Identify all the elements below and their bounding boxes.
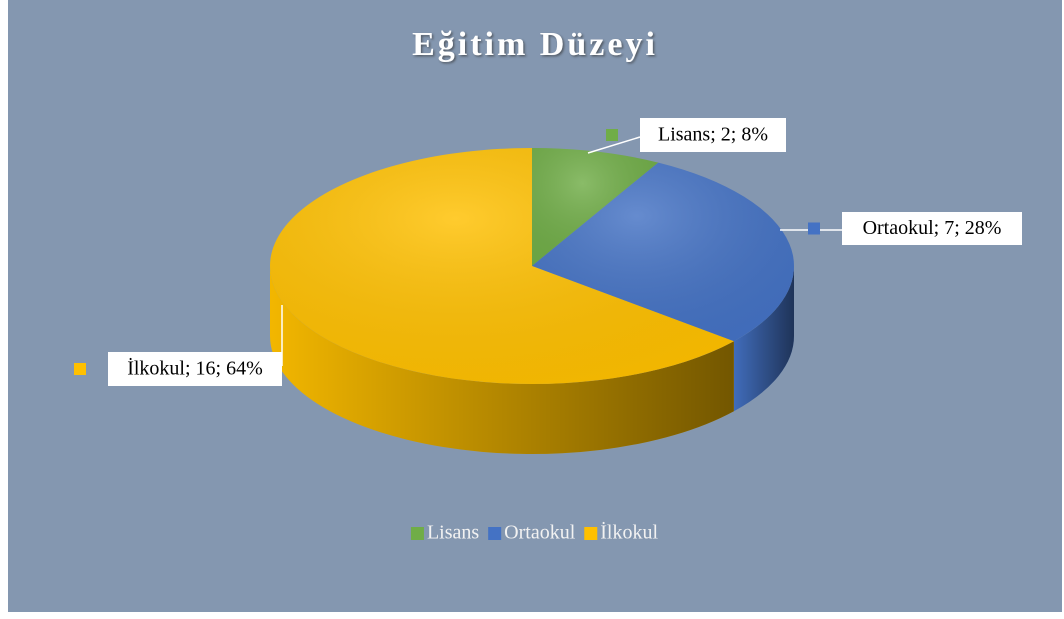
data-label-key (808, 222, 820, 235)
data-label-key (606, 129, 618, 141)
data-label-box (640, 118, 786, 152)
legend-label: Ortaokul (504, 522, 576, 544)
legend-key (488, 527, 502, 540)
legend-key (410, 527, 424, 540)
data-label: Ortaokul; 7; 28% (863, 217, 1002, 239)
data-label: Lisans; 2; 8% (658, 124, 768, 146)
data-label: İlkokul; 16; 64% (127, 357, 263, 380)
pie-slice-side-shade (733, 266, 794, 412)
pie-slice-gloss (532, 162, 794, 342)
data-label-key (74, 363, 86, 375)
pie-slice-gloss (270, 148, 734, 384)
legend: Lisans Ortaokul İlkokul (410, 521, 658, 544)
data-label-box (108, 352, 282, 386)
chart-title: Eğitim Düzeyi (412, 26, 658, 63)
legend-label: İlkokul (600, 521, 658, 544)
pie-slice-side-shade (270, 266, 734, 454)
data-label-box (842, 212, 1022, 245)
leader-line (587, 136, 641, 154)
legend-label: Lisans (427, 522, 479, 544)
legend-key (584, 527, 598, 540)
pie-slice-gloss (532, 148, 659, 266)
